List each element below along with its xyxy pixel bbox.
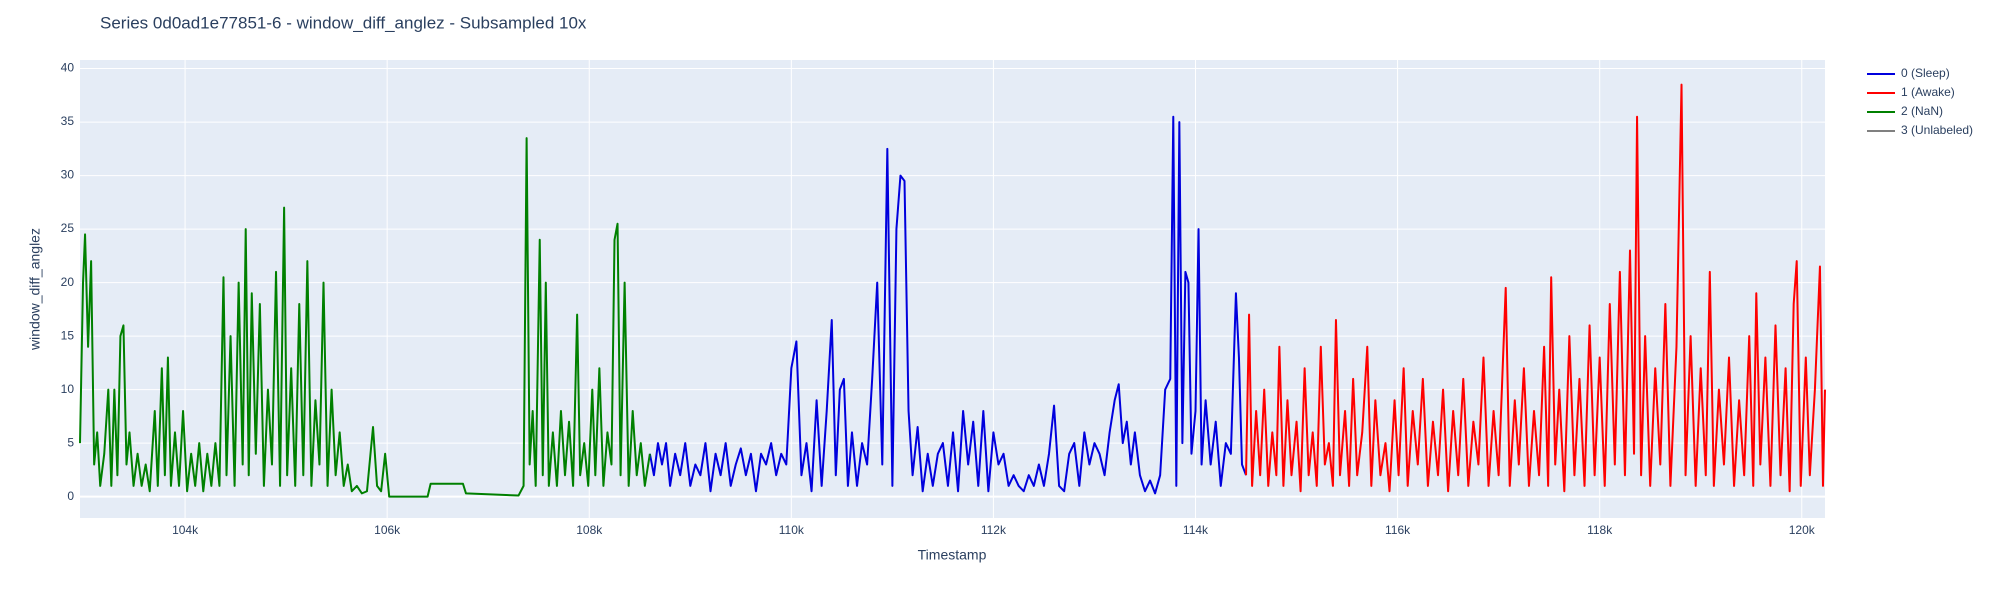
x-tick-label: 120k: [1789, 523, 1816, 537]
series-line: [648, 115, 1247, 495]
x-tick-label: 104k: [172, 523, 199, 537]
y-tick-label: 35: [61, 114, 75, 128]
legend-label[interactable]: 1 (Awake): [1901, 85, 1955, 99]
y-tick-label: 20: [61, 275, 75, 289]
x-tick-label: 106k: [374, 523, 401, 537]
legend-label[interactable]: 0 (Sleep): [1901, 66, 1950, 80]
legend-label[interactable]: 2 (NaN): [1901, 104, 1943, 118]
x-tick-label: 110k: [779, 523, 805, 537]
lines: [79, 83, 1826, 498]
y-tick-label: 25: [61, 221, 75, 235]
y-tick-label: 10: [61, 382, 75, 396]
series-line: [1245, 83, 1826, 493]
x-tick-label: 118k: [1587, 523, 1613, 537]
y-tick-label: 5: [67, 435, 74, 449]
x-tick-label: 116k: [1385, 523, 1411, 537]
x-tick-label: 114k: [1183, 523, 1209, 537]
legend-label[interactable]: 3 (Unlabeled): [1901, 123, 1973, 137]
y-axis-label: window_diff_anglez: [27, 228, 43, 351]
y-tick-label: 30: [61, 168, 75, 182]
x-tick-label: 108k: [576, 523, 603, 537]
series-line: [79, 137, 651, 498]
chart-title: Series 0d0ad1e77851-6 - window_diff_angl…: [100, 13, 587, 32]
y-tick-label: 40: [61, 61, 75, 75]
x-tick-label: 112k: [981, 523, 1007, 537]
x-axis-label: Timestamp: [918, 547, 987, 563]
y-tick-label: 15: [61, 328, 75, 342]
y-tick-label: 0: [67, 489, 74, 503]
legend: 0 (Sleep) 1 (Awake) 2 (NaN) 3 (Unlabeled): [1867, 66, 1973, 137]
